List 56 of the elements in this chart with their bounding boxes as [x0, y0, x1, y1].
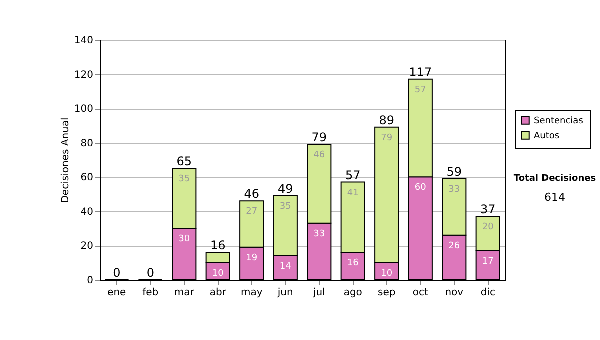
text: 614 — [544, 191, 566, 204]
data-label: 14 — [280, 262, 292, 272]
total-label: 37 — [480, 202, 496, 217]
text: Total Decisiones — [514, 174, 596, 184]
x-tick-label: oct — [412, 288, 428, 298]
data-label: 33 — [314, 229, 326, 240]
x-tick-label: mar — [174, 288, 196, 298]
legend-label: Autos — [534, 132, 560, 142]
total-label: 16 — [210, 238, 226, 253]
y-tick-label: 20 — [80, 241, 94, 252]
data-label: 33 — [448, 184, 460, 195]
y-tick-label: 60 — [80, 172, 94, 184]
total-label: 59 — [446, 164, 462, 179]
y-axis-title: Decisiones Anual — [60, 118, 72, 204]
data-label: 60 — [414, 183, 427, 194]
y-tick-label: 140 — [74, 36, 94, 46]
data-label: 10 — [212, 268, 224, 279]
data-label: 27 — [246, 207, 258, 218]
total-label: 0 — [113, 266, 121, 280]
x-tick-label: ene — [108, 288, 126, 298]
total-label: 117 — [409, 65, 432, 80]
data-label: 79 — [381, 133, 393, 144]
data-label: 19 — [246, 253, 258, 264]
x-tick-label: jun — [276, 288, 294, 298]
data-label: 46 — [314, 150, 326, 161]
x-tick-label: nov — [445, 288, 464, 298]
x-tick-label: sep — [378, 288, 396, 298]
y-tick-label: 120 — [74, 70, 94, 81]
data-label: 41 — [347, 188, 359, 198]
total-label: 46 — [244, 187, 260, 202]
total-label: 0 — [146, 266, 154, 280]
data-label: 17 — [482, 256, 494, 267]
total-label: 89 — [379, 113, 395, 128]
y-tick-label: 80 — [80, 138, 94, 150]
data-label: 10 — [381, 268, 393, 279]
data-label: 26 — [448, 241, 460, 252]
data-label: 35 — [280, 202, 292, 212]
data-label: 57 — [414, 85, 426, 96]
data-label: 35 — [178, 174, 190, 185]
legend-label: Sentencias — [534, 116, 584, 126]
data-label: 16 — [347, 258, 360, 269]
total-label: 79 — [312, 130, 328, 145]
data-label: 20 — [482, 222, 494, 233]
x-tick-label: dic — [480, 288, 496, 298]
total-label: 57 — [345, 168, 361, 182]
x-tick-label: ago — [344, 288, 362, 298]
y-tick-label: 0 — [87, 276, 94, 286]
y-tick-label: 100 — [74, 104, 94, 116]
x-tick-label: may — [240, 288, 263, 298]
total-label: 49 — [278, 182, 294, 196]
total-label: 65 — [176, 154, 192, 169]
x-tick-label: jul — [312, 288, 326, 298]
x-tick-label: feb — [142, 288, 159, 298]
y-tick-label: 40 — [80, 206, 94, 218]
data-label: 30 — [178, 234, 190, 245]
x-tick-label: abr — [210, 288, 228, 298]
